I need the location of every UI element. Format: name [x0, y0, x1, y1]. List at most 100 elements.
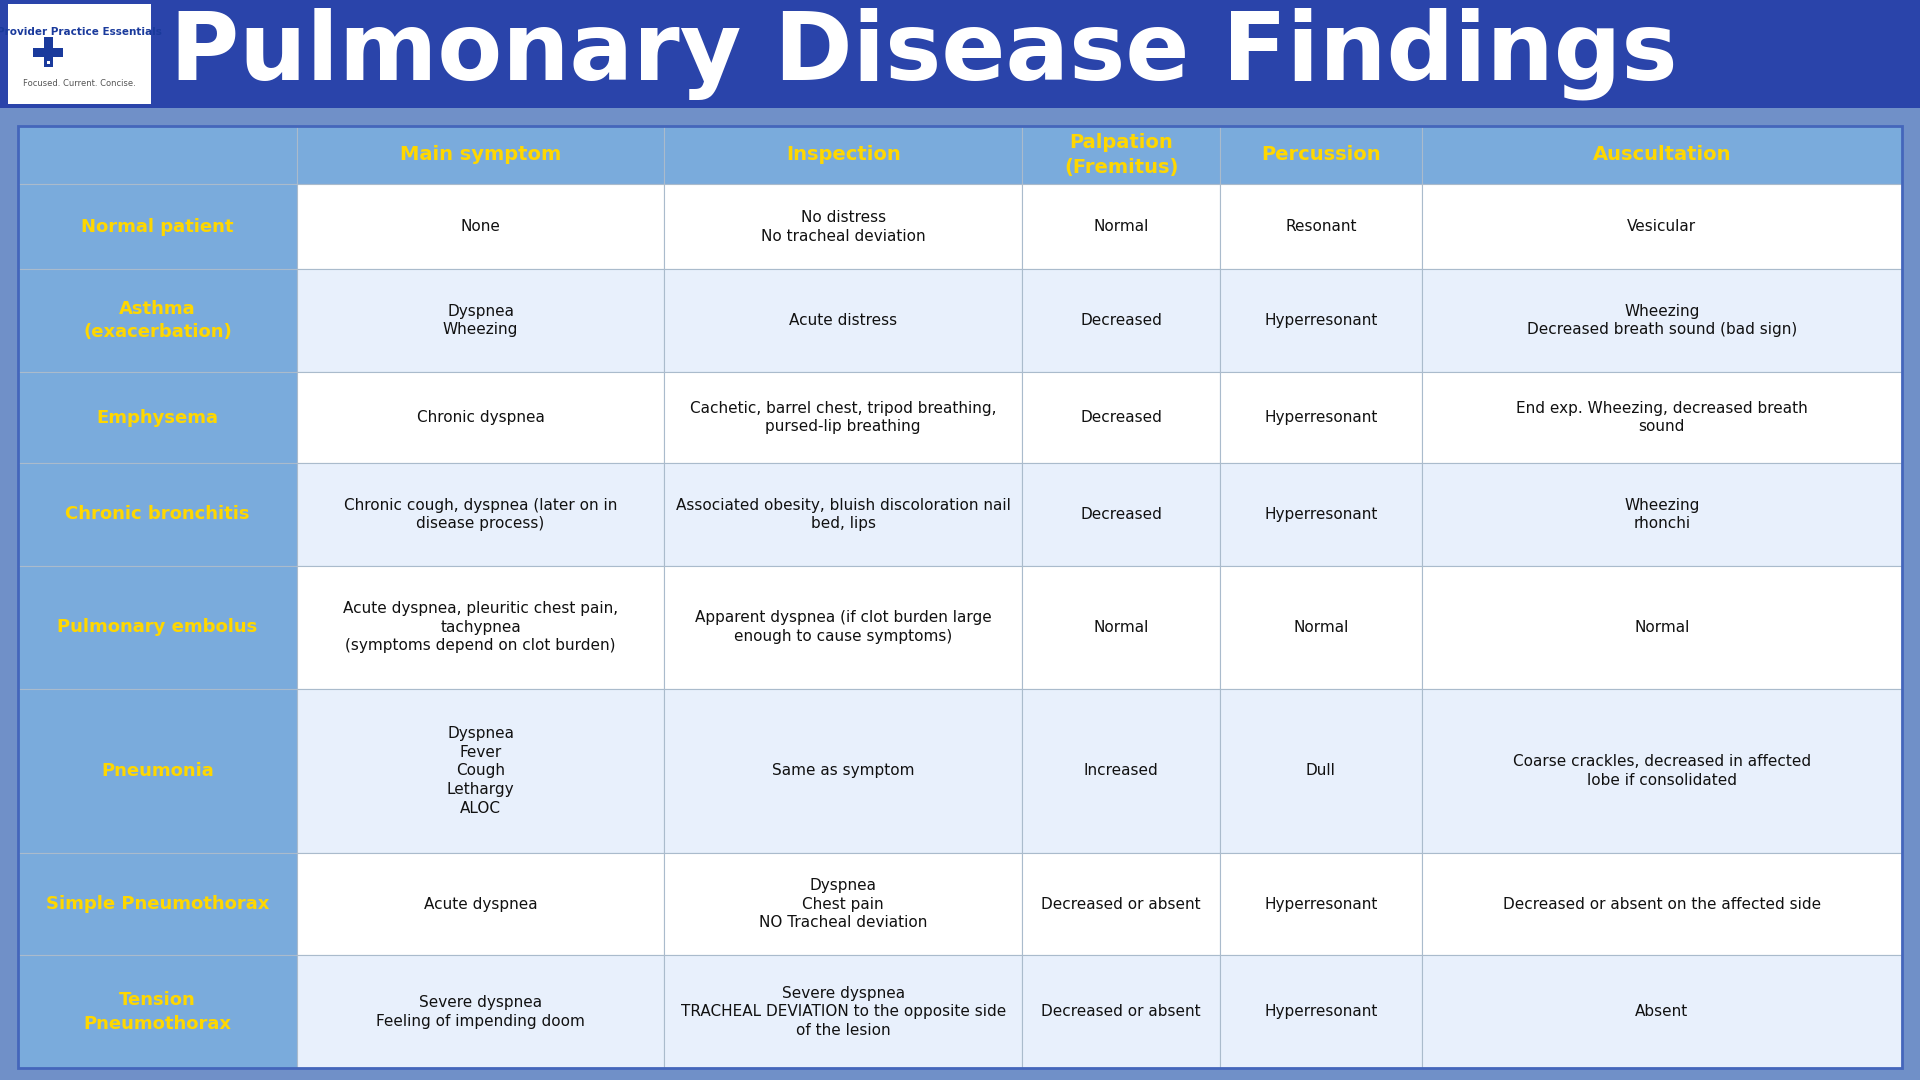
Bar	[664, 126, 1021, 184]
Bar	[298, 270, 664, 372]
Bar	[664, 956, 1021, 1068]
Bar	[1219, 372, 1421, 463]
Text: Hyperresonant: Hyperresonant	[1263, 507, 1377, 522]
Text: Normal: Normal	[1292, 620, 1348, 635]
Text: Decreased or absent: Decreased or absent	[1041, 896, 1200, 912]
Bar	[1421, 689, 1903, 853]
Bar	[664, 853, 1021, 956]
Bar	[1219, 956, 1421, 1068]
Text: Same as symptom: Same as symptom	[772, 764, 914, 779]
Text: Severe dyspnea
TRACHEAL DEVIATION to the opposite side
of the lesion: Severe dyspnea TRACHEAL DEVIATION to the…	[680, 986, 1006, 1038]
Bar	[1021, 270, 1219, 372]
Text: Palpation
(Fremitus): Palpation (Fremitus)	[1064, 133, 1179, 177]
Bar	[1219, 270, 1421, 372]
Bar	[1421, 463, 1903, 566]
Text: Hyperresonant: Hyperresonant	[1263, 896, 1377, 912]
Text: Simple Pneumothorax: Simple Pneumothorax	[46, 895, 269, 914]
Bar	[17, 270, 298, 372]
Text: Coarse crackles, decreased in affected
lobe if consolidated: Coarse crackles, decreased in affected l…	[1513, 754, 1811, 787]
Text: Cachetic, barrel chest, tripod breathing,
pursed-lip breathing: Cachetic, barrel chest, tripod breathing…	[689, 401, 996, 434]
Text: Decreased: Decreased	[1081, 507, 1162, 522]
Text: Decreased: Decreased	[1081, 410, 1162, 426]
Text: Absent: Absent	[1636, 1004, 1688, 1020]
Bar	[1021, 463, 1219, 566]
Text: Wheezing
rhonchi: Wheezing rhonchi	[1624, 498, 1699, 531]
Bar	[17, 126, 1903, 1068]
Bar	[664, 689, 1021, 853]
Text: Dyspnea
Fever
Cough
Lethargy
ALOC: Dyspnea Fever Cough Lethargy ALOC	[447, 726, 515, 815]
Bar	[298, 689, 664, 853]
Text: Pulmonary embolus: Pulmonary embolus	[58, 618, 257, 636]
Bar	[1421, 372, 1903, 463]
Text: Chronic dyspnea: Chronic dyspnea	[417, 410, 545, 426]
Bar	[1021, 184, 1219, 270]
Text: Asthma
(exacerbation): Asthma (exacerbation)	[83, 300, 232, 341]
Bar	[1021, 372, 1219, 463]
Text: Decreased or absent on the affected side: Decreased or absent on the affected side	[1503, 896, 1820, 912]
Text: Auscultation: Auscultation	[1592, 146, 1732, 164]
Bar	[17, 566, 298, 689]
Bar	[1021, 689, 1219, 853]
Bar	[298, 126, 664, 184]
Bar	[298, 956, 664, 1068]
Bar	[17, 126, 298, 184]
Bar	[46, 60, 50, 64]
Text: Associated obesity, bluish discoloration nail
bed, lips: Associated obesity, bluish discoloration…	[676, 498, 1010, 531]
Bar	[1421, 270, 1903, 372]
Text: Chronic bronchitis: Chronic bronchitis	[65, 505, 250, 524]
Text: Pneumonia: Pneumonia	[102, 761, 213, 780]
Bar	[17, 853, 298, 956]
Text: Decreased or absent: Decreased or absent	[1041, 1004, 1200, 1020]
Text: Tension
Pneumothorax: Tension Pneumothorax	[83, 991, 232, 1032]
Bar	[298, 372, 664, 463]
Bar	[1219, 463, 1421, 566]
Bar	[298, 184, 664, 270]
Bar	[17, 372, 298, 463]
Bar	[1219, 689, 1421, 853]
Text: Normal: Normal	[1092, 219, 1148, 234]
Text: Increased: Increased	[1083, 764, 1158, 779]
Bar	[17, 689, 298, 853]
Bar	[33, 48, 63, 56]
Text: Normal: Normal	[1634, 620, 1690, 635]
Text: Dull: Dull	[1306, 764, 1336, 779]
Text: Main symptom: Main symptom	[399, 146, 561, 164]
Text: Normal: Normal	[1092, 620, 1148, 635]
Text: Acute dyspnea: Acute dyspnea	[424, 896, 538, 912]
Text: Severe dyspnea
Feeling of impending doom: Severe dyspnea Feeling of impending doom	[376, 995, 586, 1028]
Bar	[1021, 956, 1219, 1068]
Bar	[17, 184, 298, 270]
Text: Provider Practice Essentials: Provider Practice Essentials	[0, 27, 161, 37]
Text: Hyperresonant: Hyperresonant	[1263, 410, 1377, 426]
Text: End exp. Wheezing, decreased breath
sound: End exp. Wheezing, decreased breath soun…	[1517, 401, 1807, 434]
Text: Chronic cough, dyspnea (later on in
disease process): Chronic cough, dyspnea (later on in dise…	[344, 498, 616, 531]
Bar	[664, 184, 1021, 270]
Bar	[1219, 126, 1421, 184]
Bar	[1421, 853, 1903, 956]
Bar	[1021, 853, 1219, 956]
Text: Acute dyspnea, pleuritic chest pain,
tachypnea
(symptoms depend on clot burden): Acute dyspnea, pleuritic chest pain, tac…	[344, 600, 618, 653]
Bar	[1021, 566, 1219, 689]
Text: Wheezing
Decreased breath sound (bad sign): Wheezing Decreased breath sound (bad sig…	[1526, 303, 1797, 337]
Text: Resonant: Resonant	[1284, 219, 1357, 234]
Bar	[17, 463, 298, 566]
Bar	[1219, 566, 1421, 689]
Text: Focused. Current. Concise.: Focused. Current. Concise.	[23, 80, 136, 89]
Bar	[8, 4, 152, 104]
Bar	[1421, 126, 1903, 184]
Bar	[1421, 566, 1903, 689]
Text: Apparent dyspnea (if clot burden large
enough to cause symptoms): Apparent dyspnea (if clot burden large e…	[695, 610, 991, 644]
Text: Hyperresonant: Hyperresonant	[1263, 1004, 1377, 1020]
Bar	[1421, 184, 1903, 270]
Text: Emphysema: Emphysema	[96, 408, 219, 427]
Text: Dyspnea
Chest pain
NO Tracheal deviation: Dyspnea Chest pain NO Tracheal deviation	[758, 878, 927, 931]
Text: Hyperresonant: Hyperresonant	[1263, 313, 1377, 328]
Text: Pulmonary Disease Findings: Pulmonary Disease Findings	[171, 8, 1678, 100]
Text: Inspection: Inspection	[785, 146, 900, 164]
Bar	[664, 566, 1021, 689]
Text: Acute distress: Acute distress	[789, 313, 897, 328]
Text: Normal patient: Normal patient	[81, 218, 234, 235]
Bar	[1421, 956, 1903, 1068]
Text: Dyspnea
Wheezing: Dyspnea Wheezing	[444, 303, 518, 337]
Text: No distress
No tracheal deviation: No distress No tracheal deviation	[760, 210, 925, 244]
